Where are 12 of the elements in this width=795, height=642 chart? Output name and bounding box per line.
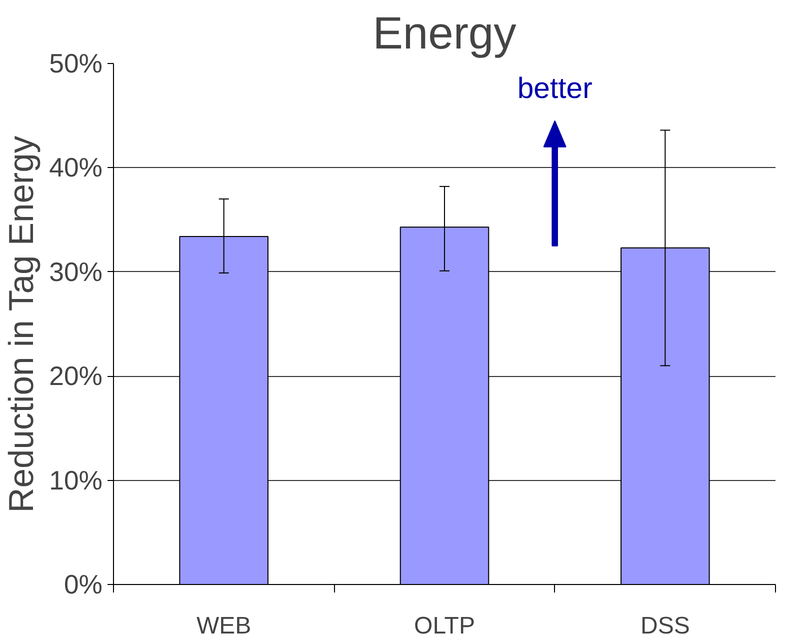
y-tick-label: 50%	[49, 48, 103, 78]
y-axis-title: Reduction in Tag Energy	[3, 135, 42, 513]
x-tick-label: OLTP	[414, 612, 475, 640]
y-tick-label: 10%	[49, 465, 103, 496]
x-tick-label: WEB	[196, 612, 252, 640]
y-tick-label: 40%	[49, 152, 103, 183]
y-tick-label: 20%	[49, 361, 103, 392]
annotation: better	[517, 72, 593, 106]
y-tick-label: 30%	[49, 256, 103, 287]
chart-title: Energy	[372, 8, 517, 58]
y-tick-label: 0%	[64, 570, 103, 600]
x-tick-label: DSS	[640, 612, 690, 640]
